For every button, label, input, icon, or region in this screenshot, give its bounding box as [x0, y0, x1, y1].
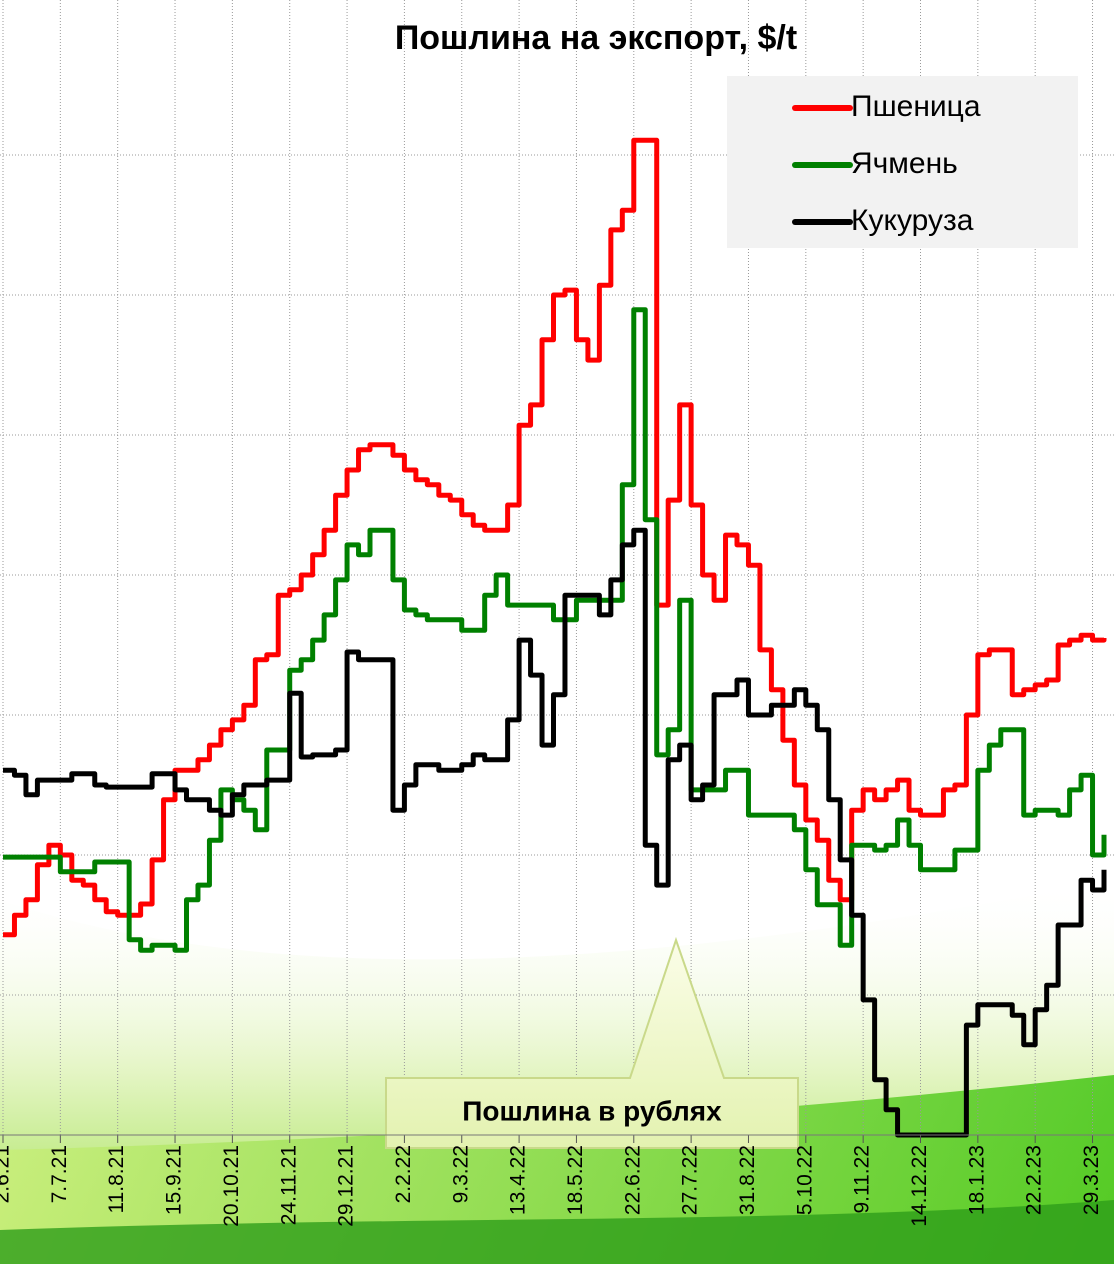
x-tick-label: 18.5.22	[564, 1145, 587, 1215]
x-tick-label: 9.11.22	[851, 1145, 874, 1214]
x-tick-label: 9.3.22	[449, 1145, 472, 1203]
x-tick-label: 13.4.22	[507, 1145, 530, 1215]
chart-title: Пошлина на экспорт, $/t	[395, 19, 797, 57]
chart: Пошлина в рублях Пшеница Ячмень Кукуруза 2…	[0, 0, 1114, 1264]
x-tick-label: 24.11.21	[277, 1145, 300, 1225]
x-tick-label: 29.12.21	[335, 1145, 358, 1227]
x-tick-label: 7.7.21	[48, 1145, 71, 1203]
annotation: Пошлина в рублях	[462, 1095, 722, 1126]
x-tick-label: 18.1.23	[965, 1145, 988, 1215]
legend-label: Пшеница	[851, 90, 981, 123]
x-tick-label: 5.10.22	[793, 1145, 816, 1215]
x-tick-label: 14.12.22	[908, 1145, 931, 1227]
x-tick-label: 20.10.21	[220, 1145, 243, 1227]
series-line	[3, 140, 1104, 935]
x-tick-label: 2.6.21	[0, 1145, 14, 1203]
legend-label: Ячмень	[851, 147, 958, 180]
x-tick-label: 11.8.21	[105, 1145, 128, 1214]
x-tick-label: 31.8.22	[736, 1145, 759, 1215]
series-line	[3, 310, 1104, 951]
x-tick-label: 29.3.23	[1080, 1145, 1103, 1215]
x-tick-label: 22.2.23	[1023, 1145, 1046, 1215]
legend-label: Кукуруза	[851, 204, 974, 237]
x-tick-label: 15.9.21	[163, 1145, 186, 1215]
x-tick-label: 27.7.22	[679, 1145, 702, 1215]
x-tick-label: 22.6.22	[621, 1145, 644, 1215]
x-tick-label: 2.2.22	[392, 1145, 415, 1203]
